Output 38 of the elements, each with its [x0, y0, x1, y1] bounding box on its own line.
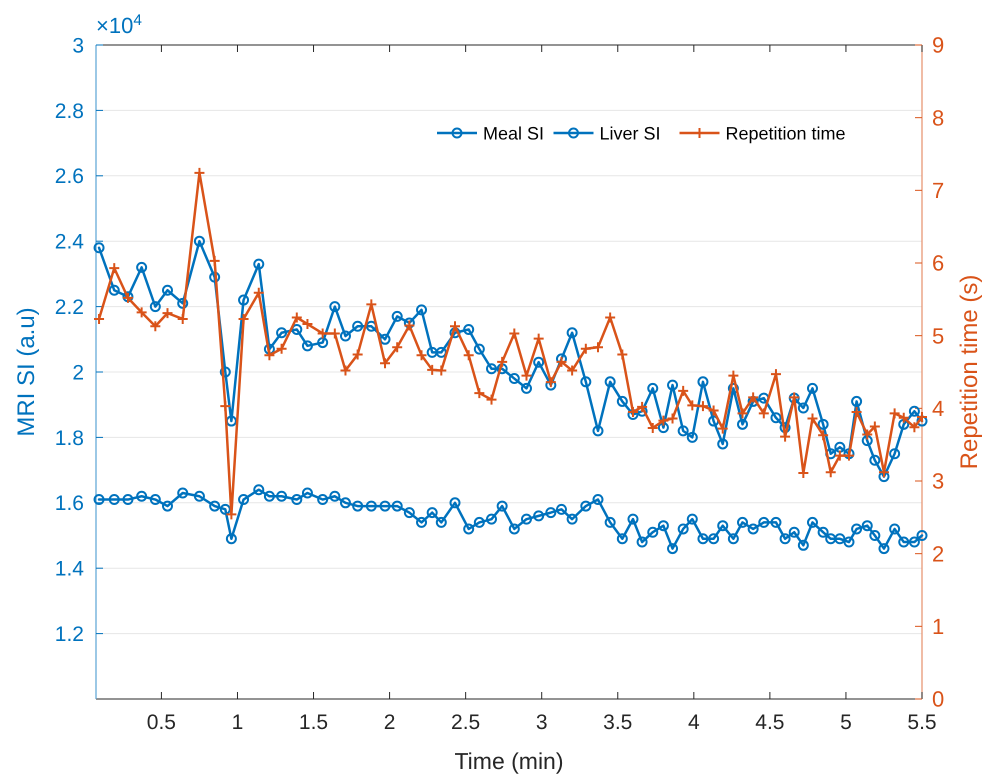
y2-tick-label: 4: [932, 396, 944, 422]
y2-axis-title: Repetition time (s): [956, 274, 983, 470]
x-tick-label: 5: [840, 711, 852, 734]
y2-tick-label: 0: [932, 686, 944, 712]
y-tick-label: 1.2: [54, 622, 84, 646]
x-tick-label: 2: [384, 711, 396, 734]
text: ×10$^{4}$: [96, 12, 142, 38]
legend-label: Repetition time: [726, 123, 846, 144]
y2-tick-label: 1: [932, 614, 944, 640]
y2-tick-label: 2: [932, 541, 944, 566]
y-tick-label: 1.6: [54, 492, 84, 516]
y-tick-label: 3: [72, 34, 84, 58]
x-tick-label: 1.5: [298, 711, 328, 734]
y-tick-label: 1.4: [54, 558, 84, 581]
legend-label: Liver SI: [600, 123, 661, 144]
x-tick-label: 0.5: [146, 711, 176, 734]
x-tick-label: 3: [536, 711, 548, 734]
y2-tick-label: 9: [932, 32, 944, 58]
y2-tick-label: 8: [932, 105, 944, 130]
x-tick-label: 2.5: [451, 711, 480, 734]
x-tick-label: 1: [232, 711, 244, 734]
x-tick-label: 4.5: [755, 711, 784, 734]
y-tick-label: 2.8: [54, 100, 84, 123]
y-tick-label: 1.8: [54, 426, 84, 450]
y-tick-label: 2: [72, 361, 84, 384]
y2-tick-label: 3: [932, 468, 944, 494]
x-tick-label: 4: [688, 711, 700, 734]
x-axis-title: Time (min): [454, 748, 564, 774]
x-tick-label: 3.5: [603, 711, 632, 734]
y2-tick-label: 7: [932, 178, 944, 204]
y-tick-label: 2.2: [54, 296, 84, 319]
x-tick-label: 5.5: [907, 711, 937, 734]
y2-tick-label: 6: [932, 250, 944, 276]
y-tick-label: 2.6: [54, 165, 84, 188]
legend-label: Meal SI: [483, 123, 544, 144]
y-tick-label: 2.4: [54, 230, 84, 254]
y-axis-title: MRI SI (a.u): [13, 307, 40, 437]
y2-tick-label: 5: [932, 323, 944, 348]
